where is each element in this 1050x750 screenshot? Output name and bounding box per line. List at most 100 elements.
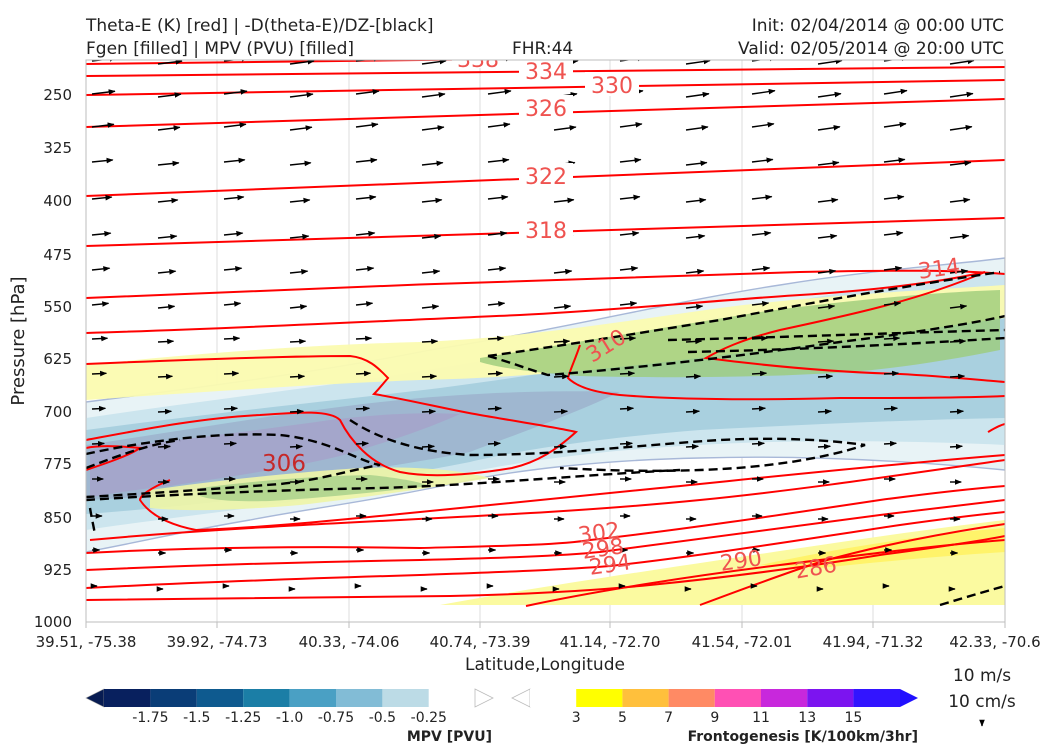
wind-vector <box>751 157 774 164</box>
wind-vector <box>751 88 776 95</box>
mpv-tick: -1.75 <box>132 710 168 726</box>
wind-vector <box>949 338 967 345</box>
wind-vector <box>487 88 512 95</box>
wind-vector <box>355 89 380 95</box>
contour-label-334: 334 <box>525 60 567 85</box>
wind-vector <box>619 157 642 164</box>
wind-vector <box>421 197 443 204</box>
vector-key-horizontal-label: 10 m/s <box>953 666 1011 686</box>
wind-vector <box>487 335 505 342</box>
wind-vector <box>883 121 907 128</box>
wind-vector <box>289 197 311 204</box>
fgen-lower-band <box>440 520 1005 605</box>
wind-vector <box>883 265 903 272</box>
mpv-colorbar-extend-high <box>474 688 494 708</box>
fgen-tick: 5 <box>618 710 627 726</box>
wind-vector <box>619 230 640 237</box>
wind-vector <box>949 408 965 415</box>
wind-vector <box>421 125 445 131</box>
y-tick-label: 400 <box>43 192 72 210</box>
mpv-colorbar-segment <box>196 689 244 707</box>
wind-vector <box>883 335 901 342</box>
vector-key: 10 m/s 10 cm/s <box>948 666 1016 727</box>
wind-vector <box>223 194 245 201</box>
wind-vector <box>421 92 446 98</box>
wind-vector <box>355 230 376 237</box>
wind-vector <box>949 268 969 275</box>
wind-vector <box>91 301 110 307</box>
plot-frame <box>85 59 1006 623</box>
x-tick-label: 40.33, -74.06 <box>299 633 400 651</box>
fgen-tick: 13 <box>798 710 816 726</box>
wind-vector <box>553 125 577 131</box>
contour-label-306: 306 <box>262 451 306 477</box>
wind-vector <box>157 92 182 98</box>
wind-vector <box>421 304 440 310</box>
x-tick-label: 39.51, -75.38 <box>36 633 137 651</box>
wind-vector <box>487 405 503 412</box>
wind-vector <box>355 370 372 377</box>
wind-vectors <box>90 60 975 592</box>
wind-vector <box>949 197 971 204</box>
contour-label-318: 318 <box>525 219 567 244</box>
fgen-colorbar-segment <box>668 689 715 707</box>
wind-vector <box>289 60 315 65</box>
wind-vector <box>883 405 899 412</box>
wind-vector <box>619 122 643 128</box>
wind-vector <box>751 230 772 237</box>
wind-vector <box>817 233 838 240</box>
wind-vector <box>91 230 112 237</box>
wind-vector <box>355 440 369 447</box>
y-tick-label: 250 <box>43 86 72 104</box>
wind-vector <box>223 440 237 447</box>
wind-vector <box>817 91 842 98</box>
wind-vector <box>91 89 116 95</box>
wind-vector <box>157 197 179 204</box>
wind-vector <box>421 60 447 65</box>
fgen-tick: 11 <box>752 710 770 726</box>
wind-vector <box>91 194 113 201</box>
mpv-tick: -1.5 <box>183 710 210 726</box>
mpv-colorbar-segment <box>289 689 336 707</box>
wind-vector <box>289 338 307 345</box>
wind-vector <box>289 92 314 98</box>
wind-vector <box>883 300 902 307</box>
wind-vector <box>355 335 373 342</box>
wind-vector <box>751 370 768 377</box>
y-tick-label: 325 <box>43 139 72 157</box>
wind-vector <box>949 233 970 240</box>
wind-vector <box>487 440 501 447</box>
wind-vector <box>91 122 115 128</box>
wind-vector <box>223 370 240 377</box>
contour-label-294: 294 <box>588 550 633 581</box>
wind-vector <box>619 370 636 377</box>
x-tick-label: 40.74, -73.39 <box>430 633 531 651</box>
wind-vector <box>157 338 175 345</box>
wind-vector <box>421 373 438 380</box>
chart-title-line1: Theta-E (K) [red] | -D(theta-E)/DZ-[blac… <box>85 16 434 36</box>
wind-vector <box>685 373 702 380</box>
wind-vector <box>685 338 703 345</box>
wind-vector <box>355 265 375 272</box>
wind-vector <box>883 440 897 447</box>
valid-time: Valid: 02/05/2014 @ 20:00 UTC <box>738 39 1004 59</box>
wind-vector <box>421 160 444 167</box>
y-axis-label: Pressure [hPa] <box>8 276 29 405</box>
mpv-colorbar-segment <box>150 689 197 707</box>
x-tick-label: 39.92, -74.73 <box>167 633 268 651</box>
wind-vector <box>685 233 706 240</box>
wind-vector <box>421 233 442 240</box>
wind-vector <box>883 230 904 237</box>
mpv-colorbar-extend-low <box>85 688 105 708</box>
wind-vector <box>553 304 572 310</box>
fgen-tick: 3 <box>572 710 581 726</box>
wind-vector <box>949 91 974 98</box>
contour-label-314: 314 <box>917 254 962 285</box>
wind-vector <box>949 160 972 166</box>
wind-vector <box>91 440 105 447</box>
wind-vector <box>685 197 707 204</box>
wind-vector <box>685 304 704 310</box>
wind-vector <box>751 405 767 412</box>
x-axis: 39.51, -75.38 39.92, -74.73 40.33, -74.0… <box>36 622 1041 651</box>
mpv-colorbar-label: MPV [PVU] <box>407 729 492 745</box>
